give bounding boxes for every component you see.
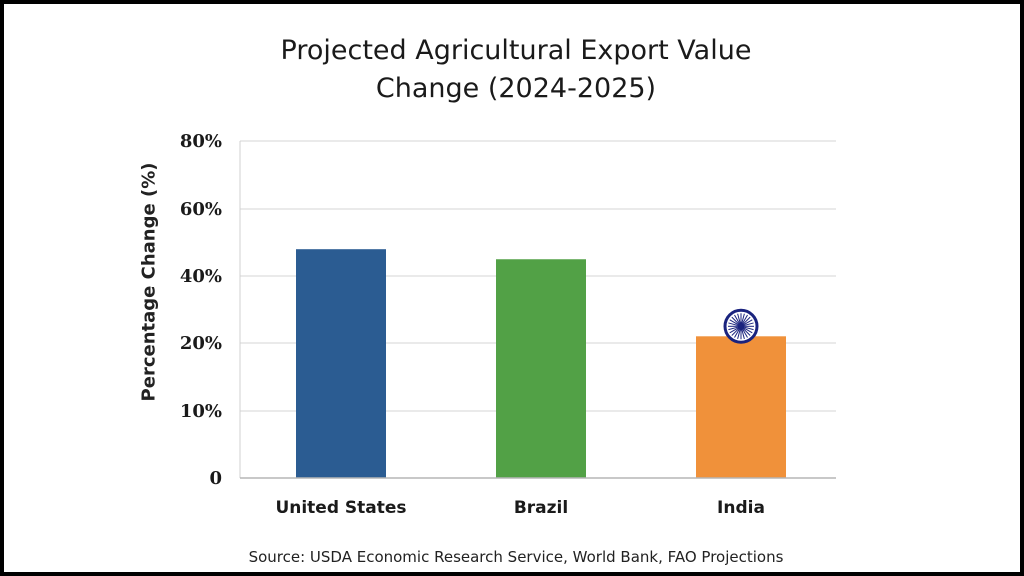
x-axis-labels: United States Brazil India [275,498,765,518]
ashoka-chakra-icon [723,308,759,344]
y-tick-label: 10% [180,401,222,422]
y-axis-ticks: 0 10% 20% 40% 60% 80% [180,131,222,489]
source-note: Source: USDA Economic Research Service, … [248,548,784,566]
x-tick-label: United States [275,498,406,518]
y-tick-label: 0 [209,468,222,489]
y-tick-label: 40% [180,266,222,287]
chart-title-line-2: Change (2024-2025) [375,73,657,104]
bars [296,249,786,478]
x-tick-label: Brazil [514,498,568,518]
chakra-hub [738,323,744,330]
bar [496,259,586,478]
y-tick-label: 80% [180,131,222,152]
bar [296,249,386,478]
y-tick-label: 20% [180,333,222,354]
chart-title-line-1: Projected Agricultural Export Value [280,35,752,66]
y-tick-label: 60% [180,199,222,220]
chart-title: Projected Agricultural Export Value Chan… [216,32,816,108]
x-tick-label: India [717,498,765,518]
bar [696,336,786,478]
